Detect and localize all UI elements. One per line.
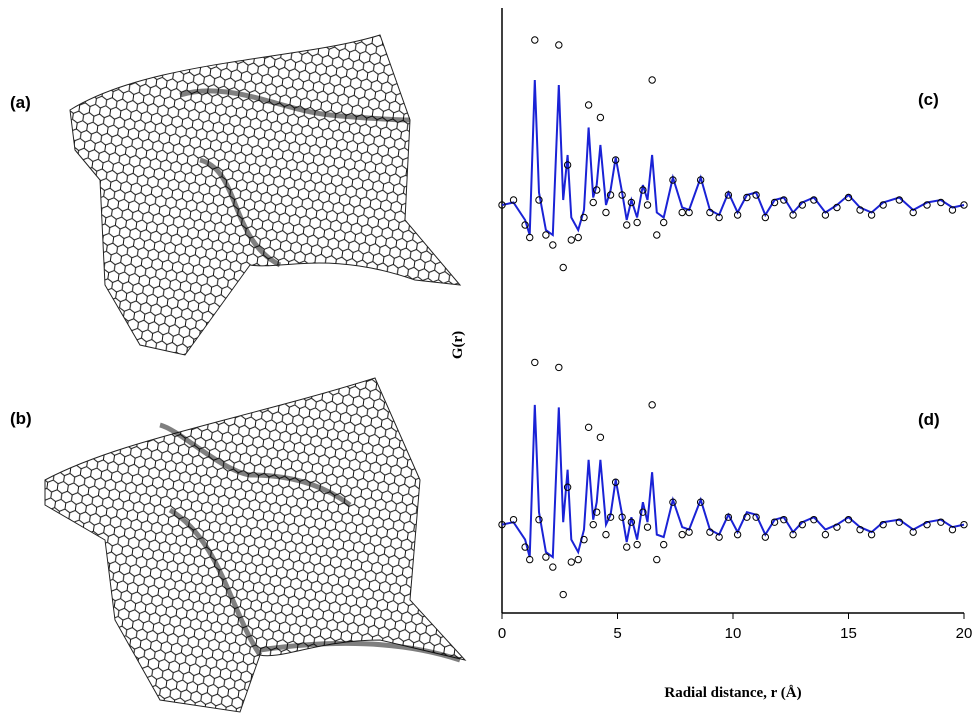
data-point [624,222,630,228]
data-point [590,521,596,527]
data-point [527,556,533,562]
model-curve [502,80,964,235]
x-tick-label: 10 [725,625,742,642]
data-point [661,541,667,547]
data-point [527,234,533,240]
x-tick-label: 0 [498,625,506,642]
panel-label: (c) [918,90,939,109]
data-point [543,232,549,238]
data-point [661,219,667,225]
data-point [603,531,609,537]
data-point [644,524,650,530]
model-curve [502,405,964,557]
data-point [585,424,591,430]
data-point [556,42,562,48]
data-point [560,264,566,270]
data-point [644,202,650,208]
graphene-sheet-b [45,378,465,712]
data-point [624,544,630,550]
data-point [568,559,574,565]
data-point [550,242,556,248]
data-point [556,364,562,370]
data-point [597,114,603,120]
x-axis-label: Radial distance, r (Å) [664,685,801,701]
x-tick-label: 15 [840,625,857,642]
data-point [654,556,660,562]
data-point [603,209,609,215]
data-point [575,556,581,562]
data-point [568,237,574,243]
x-tick-label: 20 [956,625,973,642]
data-point [654,232,660,238]
data-point [590,199,596,205]
data-point [575,234,581,240]
data-point [634,541,640,547]
panel-label: (a) [10,93,31,112]
data-point [560,591,566,597]
data-point [532,37,538,43]
data-point [585,102,591,108]
y-axis-label: G(r) [450,331,466,359]
data-point [634,219,640,225]
data-point [597,434,603,440]
panel-label: (d) [918,410,940,429]
data-point [822,531,828,537]
data-point [649,402,655,408]
data-point [679,209,685,215]
panel-label: (b) [10,409,32,428]
graphene-sheet-a [70,35,460,355]
data-point [543,554,549,560]
figure: (a) (b) (c) G(r) (d) Radial distance, r (Å)… [0,0,974,715]
x-tick-label: 5 [613,625,621,642]
data-point [532,359,538,365]
data-point [679,531,685,537]
data-point [649,77,655,83]
data-point [550,564,556,570]
